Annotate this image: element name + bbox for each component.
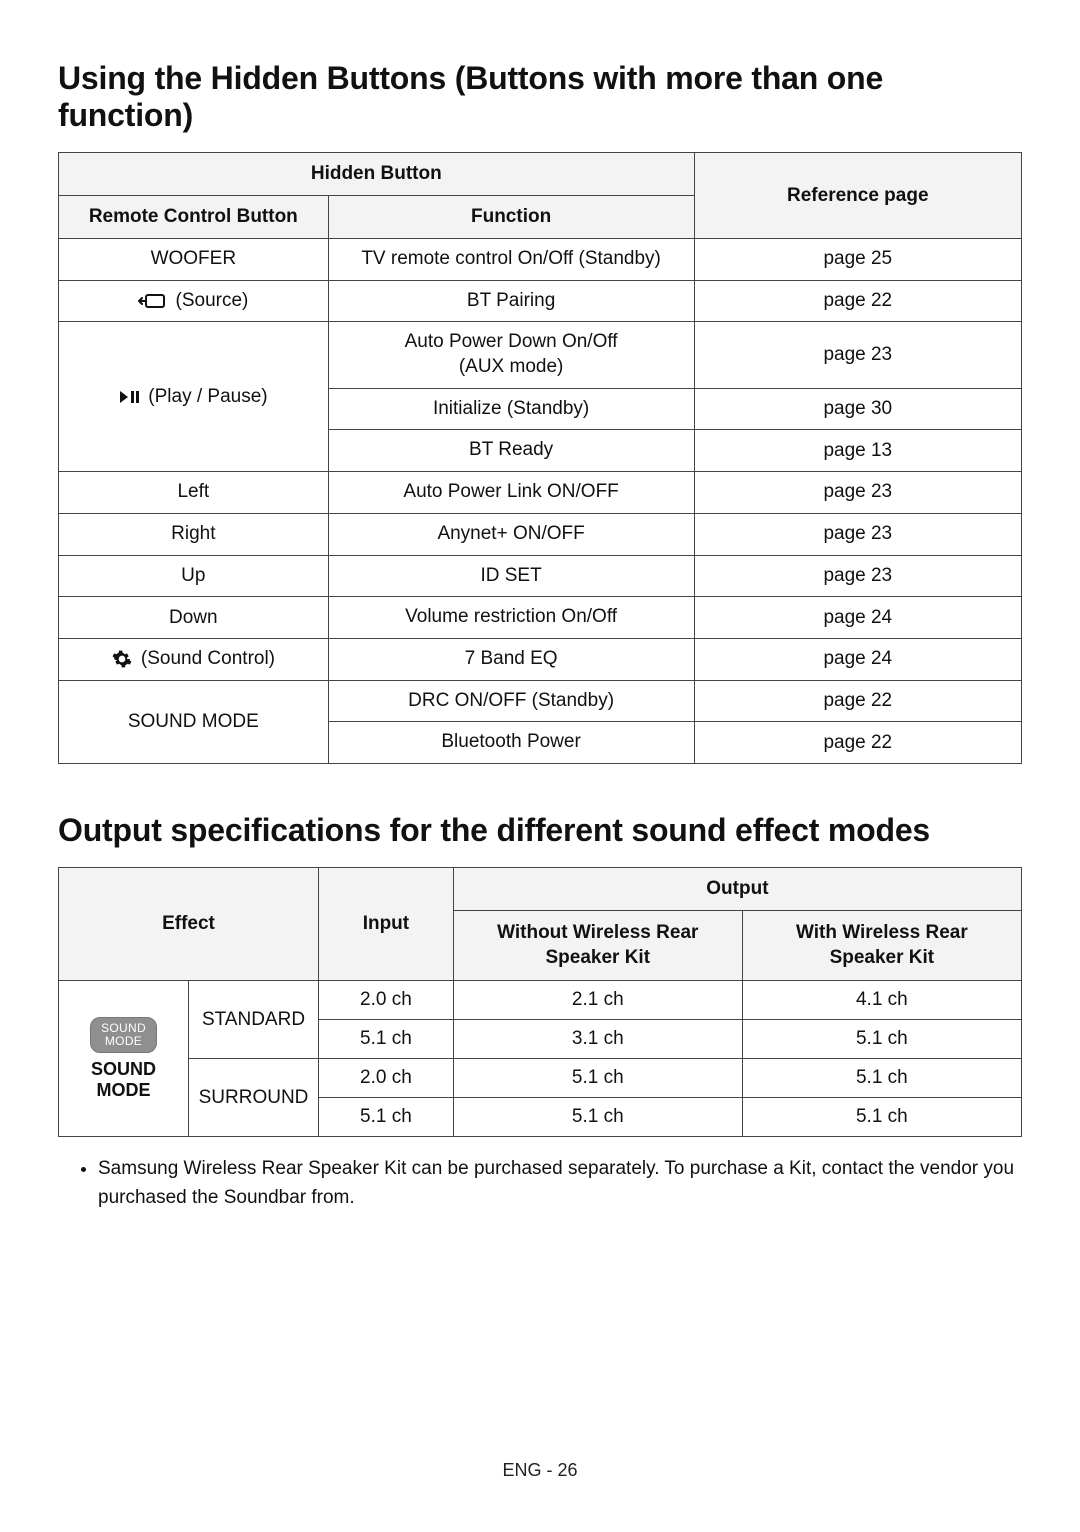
table-row: Up ID SETpage 23 [59,555,1022,597]
input-cell: 2.0 ch [319,981,454,1020]
section1-title: Using the Hidden Buttons (Buttons with m… [58,60,1022,134]
remote-button-label: (Sound Control) [141,648,275,669]
input-cell: 2.0 ch [319,1059,454,1098]
remote-button-cell: Down [59,597,329,639]
sound-mode-button-icon: SOUNDMODE [90,1017,157,1053]
remote-button-label: Left [177,481,209,502]
reference-cell: page 22 [694,680,1021,722]
reference-cell: page 30 [694,388,1021,430]
function-cell: BT Pairing [328,280,694,322]
remote-button-label: WOOFER [151,248,237,269]
th-effect: Effect [59,867,319,980]
note-text: Samsung Wireless Rear Speaker Kit can be… [98,1155,1022,1212]
table-row: (Source) BT Pairingpage 22 [59,280,1022,322]
function-cell: Auto Power Link ON/OFF [328,472,694,514]
function-cell: Auto Power Down On/Off(AUX mode) [328,322,694,388]
th-remote-control-button: Remote Control Button [59,196,329,239]
function-cell: TV remote control On/Off (Standby) [328,239,694,281]
with-kit-cell: 4.1 ch [742,981,1021,1020]
reference-cell: page 23 [694,472,1021,514]
remote-button-label: (Source) [176,290,249,311]
th-input: Input [319,867,454,980]
remote-button-label: SOUND MODE [128,711,259,732]
hidden-buttons-table: Hidden Button Reference page Remote Cont… [58,152,1022,764]
page-footer: ENG - 26 [0,1460,1080,1481]
input-cell: 5.1 ch [319,1098,454,1137]
remote-button-cell: (Sound Control) [59,638,329,680]
without-kit-cell: 3.1 ch [453,1020,742,1059]
with-kit-cell: 5.1 ch [742,1020,1021,1059]
function-cell: Initialize (Standby) [328,388,694,430]
input-cell: 5.1 ch [319,1020,454,1059]
function-cell: 7 Band EQ [328,638,694,680]
reference-cell: page 25 [694,239,1021,281]
mode-name-cell: SURROUND [189,1059,319,1137]
function-cell: ID SET [328,555,694,597]
reference-cell: page 22 [694,722,1021,764]
table-row: WOOFER TV remote control On/Off (Standby)… [59,239,1022,281]
remote-button-cell: SOUND MODE [59,680,329,763]
table-row: Down Volume restriction On/Offpage 24 [59,597,1022,639]
table-row: Right Anynet+ ON/OFFpage 23 [59,513,1022,555]
function-cell: Bluetooth Power [328,722,694,764]
reference-cell: page 23 [694,513,1021,555]
th-function: Function [328,196,694,239]
without-kit-cell: 2.1 ch [453,981,742,1020]
note-block: Samsung Wireless Rear Speaker Kit can be… [58,1155,1022,1212]
with-kit-cell: 5.1 ch [742,1098,1021,1137]
table-row: (Play / Pause)Auto Power Down On/Off(AUX… [59,322,1022,388]
with-kit-cell: 5.1 ch [742,1059,1021,1098]
output-spec-table: Effect Input Output Without Wireless Rea… [58,867,1022,1137]
table-row: SOUND MODEDRC ON/OFF (Standby)page 22 [59,680,1022,722]
sound-mode-label: SOUND MODE [67,1059,180,1101]
table-row: Left Auto Power Link ON/OFFpage 23 [59,472,1022,514]
remote-button-label: Up [181,565,205,586]
play-pause-icon [119,390,139,404]
reference-cell: page 24 [694,638,1021,680]
mode-name-cell: STANDARD [189,981,319,1059]
remote-button-cell: Left [59,472,329,514]
th-hidden-button: Hidden Button [59,153,695,196]
remote-button-label: Right [171,523,215,544]
reference-cell: page 24 [694,597,1021,639]
reference-cell: page 23 [694,322,1021,388]
function-cell: DRC ON/OFF (Standby) [328,680,694,722]
without-kit-cell: 5.1 ch [453,1059,742,1098]
gear-icon [112,649,132,669]
reference-cell: page 22 [694,280,1021,322]
source-icon [138,292,166,310]
remote-button-cell: (Source) [59,280,329,322]
section2-title: Output specifications for the different … [58,812,1022,849]
effect-cell: SOUNDMODE SOUND MODE [59,981,189,1137]
reference-cell: page 23 [694,555,1021,597]
remote-button-label: (Play / Pause) [148,386,267,407]
remote-button-cell: Right [59,513,329,555]
th-without-kit: Without Wireless RearSpeaker Kit [453,910,742,980]
function-cell: Anynet+ ON/OFF [328,513,694,555]
table-row: (Sound Control) 7 Band EQpage 24 [59,638,1022,680]
without-kit-cell: 5.1 ch [453,1098,742,1137]
remote-button-cell: WOOFER [59,239,329,281]
th-reference-page: Reference page [694,153,1021,239]
remote-button-label: Down [169,607,218,628]
th-output: Output [453,867,1021,910]
remote-button-cell: (Play / Pause) [59,322,329,472]
reference-cell: page 13 [694,430,1021,472]
table-row: SOUNDMODESOUND MODESTANDARD2.0 ch2.1 ch4… [59,981,1022,1020]
function-cell: BT Ready [328,430,694,472]
function-cell: Volume restriction On/Off [328,597,694,639]
remote-button-cell: Up [59,555,329,597]
th-with-kit: With Wireless RearSpeaker Kit [742,910,1021,980]
table-row: SURROUND2.0 ch5.1 ch5.1 ch [59,1059,1022,1098]
